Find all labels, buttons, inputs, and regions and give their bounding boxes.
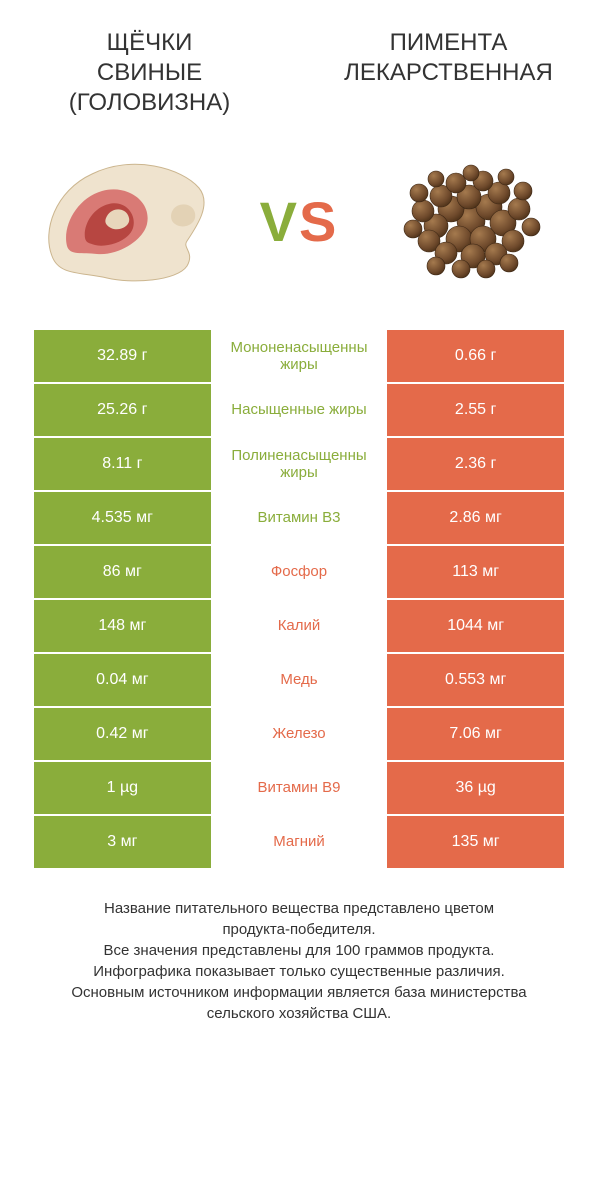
table-row: 8.11 гПолиненасыщенны жиры2.36 г [34,438,564,492]
nutrient-label: Насыщенные жиры [211,384,388,436]
comparison-infographic: ЩЁЧКИ СВИНЫЕ (ГОЛОВИЗНА) ПИМЕНТА ЛЕКАРСТ… [0,0,598,1204]
meat-icon [37,146,217,296]
value-right: 113 мг [387,546,564,598]
table-row: 3 мгМагний135 мг [34,816,564,870]
nutrient-label: Витамин B3 [211,492,388,544]
title-left: ЩЁЧКИ СВИНЫЕ (ГОЛОВИЗНА) [10,28,289,118]
value-left: 32.89 г [34,330,211,382]
nutrient-label: Калий [211,600,388,652]
table-row: 4.535 мгВитамин B32.86 мг [34,492,564,546]
nutrient-label: Мононенасыщенны жиры [211,330,388,382]
table-row: 0.04 мгМедь0.553 мг [34,654,564,708]
comparison-table: 32.89 гМононенасыщенны жиры0.66 г25.26 г… [0,330,598,870]
product-image-right [344,136,598,306]
nutrient-label: Железо [211,708,388,760]
value-left: 148 мг [34,600,211,652]
value-left: 0.42 мг [34,708,211,760]
title-right-col: ПИМЕНТА ЛЕКАРСТВЕННАЯ [299,28,598,118]
vs-label: VS [254,189,345,254]
table-row: 86 мгФосфор113 мг [34,546,564,600]
value-right: 1044 мг [387,600,564,652]
value-right: 7.06 мг [387,708,564,760]
value-right: 0.553 мг [387,654,564,706]
value-right: 2.86 мг [387,492,564,544]
table-row: 32.89 гМононенасыщенны жиры0.66 г [34,330,564,384]
nutrient-label: Медь [211,654,388,706]
table-row: 1 µgВитамин B936 µg [34,762,564,816]
footnote: Название питательного вещества представл… [0,870,598,1024]
vs-s: S [299,190,338,253]
vs-v: V [260,190,299,253]
value-right: 0.66 г [387,330,564,382]
value-left: 0.04 мг [34,654,211,706]
value-right: 2.36 г [387,438,564,490]
nutrient-label: Магний [211,816,388,868]
value-right: 2.55 г [387,384,564,436]
table-row: 148 мгКалий1044 мг [34,600,564,654]
product-image-left [0,136,254,306]
value-left: 1 µg [34,762,211,814]
header-titles: ЩЁЧКИ СВИНЫЕ (ГОЛОВИЗНА) ПИМЕНТА ЛЕКАРСТ… [0,0,598,118]
table-row: 0.42 мгЖелезо7.06 мг [34,708,564,762]
value-left: 25.26 г [34,384,211,436]
allspice-icon [381,141,561,301]
nutrient-label: Полиненасыщенны жиры [211,438,388,490]
value-left: 4.535 мг [34,492,211,544]
nutrient-label: Фосфор [211,546,388,598]
title-right: ПИМЕНТА ЛЕКАРСТВЕННАЯ [309,28,588,88]
nutrient-label: Витамин B9 [211,762,388,814]
vs-row: VS [0,118,598,330]
title-left-col: ЩЁЧКИ СВИНЫЕ (ГОЛОВИЗНА) [0,28,299,118]
value-right: 135 мг [387,816,564,868]
value-left: 3 мг [34,816,211,868]
table-row: 25.26 гНасыщенные жиры2.55 г [34,384,564,438]
value-left: 8.11 г [34,438,211,490]
value-left: 86 мг [34,546,211,598]
value-right: 36 µg [387,762,564,814]
